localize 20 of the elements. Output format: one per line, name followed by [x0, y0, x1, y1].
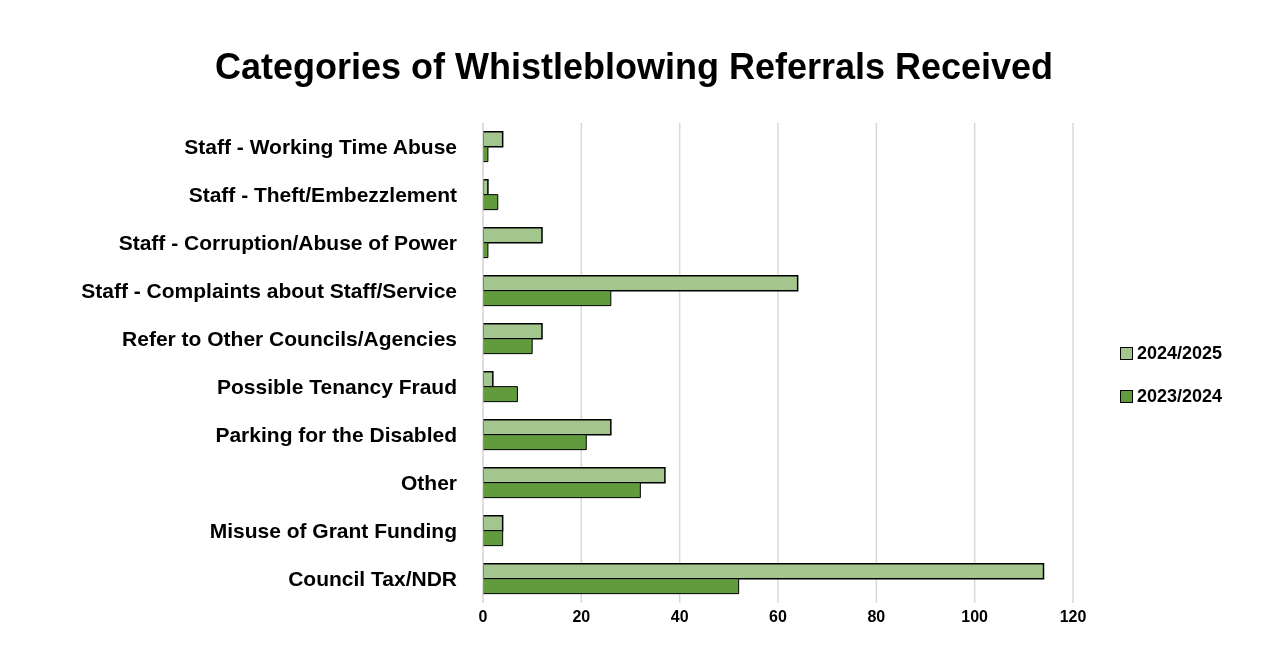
- x-tick-label: 40: [670, 608, 689, 626]
- x-tick-label: 120: [1059, 608, 1087, 626]
- x-tick-label: 100: [961, 608, 989, 626]
- y-tick-label: Staff - Theft/Embezzlement: [188, 183, 457, 207]
- legend-label: 2024/2025: [1137, 343, 1223, 364]
- y-tick-label: Refer to Other Councils/Agencies: [122, 327, 457, 351]
- y-tick-label: Staff - Corruption/Abuse of Power: [118, 231, 457, 255]
- y-tick-label: Staff - Complaints about Staff/Service: [81, 279, 457, 303]
- y-tick-label: Other: [400, 471, 457, 495]
- x-tick-label: 0: [478, 608, 488, 626]
- chart-title: Categories of Whistleblowing Referrals Received: [213, 46, 1055, 88]
- y-tick-label: Parking for the Disabled: [215, 423, 457, 447]
- y-tick-label: Possible Tenancy Fraud: [216, 375, 457, 399]
- x-tick-label: 20: [572, 608, 591, 626]
- y-tick-label: Misuse of Grant Funding: [209, 519, 457, 543]
- x-tick-label: 80: [867, 608, 886, 626]
- y-tick-label: Council Tax/NDR: [288, 567, 457, 591]
- legend-label: 2023/2024: [1137, 386, 1223, 407]
- y-tick-label: Staff - Working Time Abuse: [184, 135, 457, 159]
- x-tick-label: 60: [769, 608, 787, 626]
